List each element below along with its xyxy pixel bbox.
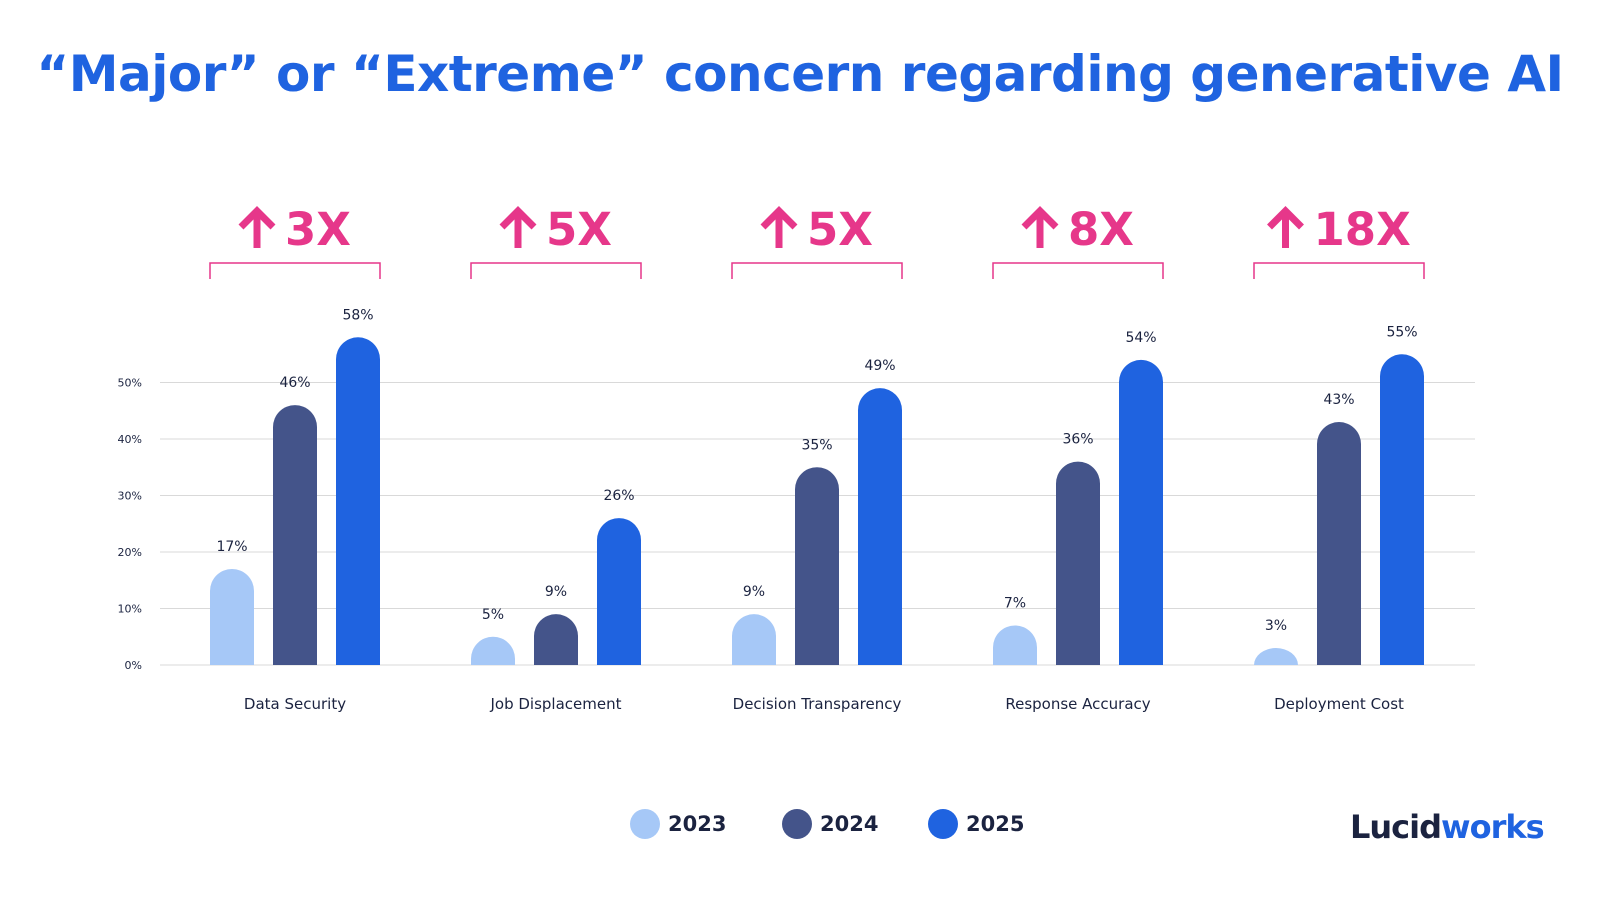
y-tick-label: 0% <box>125 659 142 672</box>
increase-label: 18X <box>1314 203 1411 256</box>
y-tick-label: 20% <box>118 546 142 559</box>
legend-label-2023: 2023 <box>668 812 727 836</box>
bar-2024 <box>1317 422 1361 665</box>
bar-2023 <box>1254 648 1298 665</box>
data-label: 55% <box>1386 324 1417 340</box>
increase-label: 3X <box>285 203 351 256</box>
data-label: 9% <box>743 584 765 600</box>
bar-2025 <box>858 388 902 665</box>
increase-annotations: 3X 5X 5X 8X 18X <box>209 203 1425 279</box>
up-arrow-icon <box>238 206 276 248</box>
bar-2025 <box>597 518 641 665</box>
legend-label-2025: 2025 <box>966 812 1025 836</box>
data-label: 7% <box>1004 595 1026 611</box>
legend-swatch-2025 <box>928 809 958 839</box>
increase-bracket <box>992 262 1164 279</box>
y-tick-label: 30% <box>118 490 142 503</box>
category-label: Response Accuracy <box>1005 695 1150 713</box>
up-arrow-icon <box>499 206 537 248</box>
bar-2025 <box>336 337 380 665</box>
bar-2024 <box>1056 461 1100 665</box>
y-tick-label: 40% <box>118 433 142 446</box>
category-label: Job Displacement <box>489 695 621 713</box>
bar-2024 <box>273 405 317 665</box>
bars <box>210 337 1424 665</box>
up-arrow-icon <box>1021 206 1059 248</box>
data-label: 26% <box>603 488 634 504</box>
bar-2023 <box>993 625 1037 665</box>
bar-2025 <box>1119 359 1163 665</box>
legend-item-2023: 2023 <box>630 808 726 840</box>
data-label: 35% <box>801 437 832 453</box>
data-label: 58% <box>342 307 373 323</box>
data-label: 36% <box>1062 432 1093 448</box>
increase-bracket <box>1253 262 1425 279</box>
data-labels: 17% 46% 58% 5% 9% 26% 9% 35% 49% 7% 36% 54% 3% 43% 55% <box>216 307 1417 634</box>
increase-bracket <box>470 262 642 279</box>
up-arrow-icon <box>760 206 798 248</box>
brand-logo: Lucidworks <box>1350 808 1545 846</box>
legend-item-2024: 2024 <box>782 808 878 840</box>
data-label: 49% <box>864 358 895 374</box>
category-labels: Data Security Job Displacement Decision Tr… <box>244 695 1404 713</box>
bar-2023 <box>210 568 254 665</box>
increase-label: 5X <box>807 203 873 256</box>
brand-logo-part2: works <box>1441 808 1545 846</box>
bar-2024 <box>534 614 578 665</box>
chart-title: “Major” or “Extreme” concern regarding g… <box>36 45 1564 103</box>
category-label: Decision Transparency <box>733 695 902 713</box>
data-label: 3% <box>1265 618 1287 634</box>
bar-2025 <box>1380 354 1424 665</box>
increase-label: 8X <box>1068 203 1134 256</box>
category-label: Data Security <box>244 695 346 713</box>
brand-logo-part1: Lucid <box>1350 808 1442 846</box>
legend-swatch-2024 <box>782 809 812 839</box>
bar-2023 <box>471 636 515 665</box>
y-tick-label: 10% <box>118 603 142 616</box>
bar-2023 <box>732 614 776 665</box>
legend-swatch-2023 <box>630 809 660 839</box>
data-label: 43% <box>1323 392 1354 408</box>
increase-bracket <box>209 262 381 279</box>
data-label: 5% <box>482 607 504 623</box>
data-label: 54% <box>1125 330 1156 346</box>
bar-2024 <box>795 467 839 665</box>
data-label: 46% <box>279 375 310 391</box>
y-axis-ticks: 0% 10% 20% 30% 40% 50% <box>118 377 142 673</box>
y-tick-label: 50% <box>118 377 142 390</box>
data-label: 17% <box>216 539 247 555</box>
increase-label: 5X <box>546 203 612 256</box>
increase-bracket <box>731 262 903 279</box>
legend-item-2025: 2025 <box>928 808 1024 840</box>
up-arrow-icon <box>1267 206 1304 248</box>
legend-label-2024: 2024 <box>820 812 879 836</box>
category-label: Deployment Cost <box>1274 695 1404 713</box>
data-label: 9% <box>545 584 567 600</box>
